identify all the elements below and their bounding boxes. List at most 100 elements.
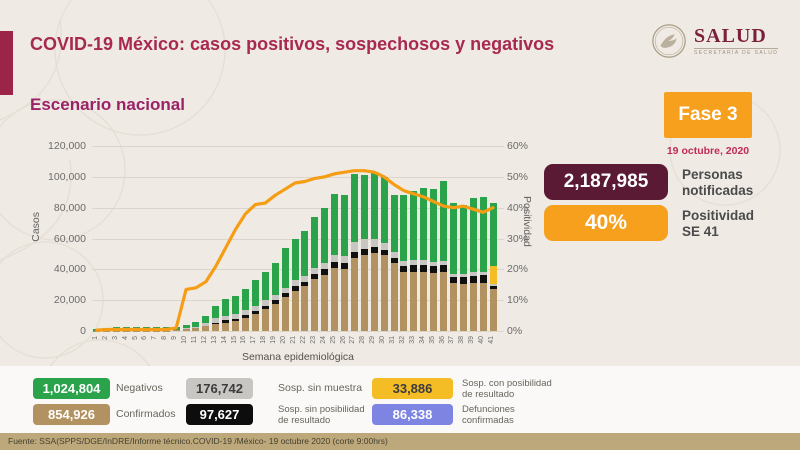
salud-logo-text: SALUD SECRETARÍA DE SALUD — [694, 26, 779, 56]
bar-segment-confirmados — [489, 289, 497, 331]
legend-value-negativos: 1,024,804 — [33, 378, 110, 399]
bar-segment-confirmados — [311, 278, 319, 331]
bar-segment-negativos — [360, 175, 368, 240]
bar-segment-negativos — [241, 289, 249, 311]
bar-segment-negativos — [390, 195, 398, 252]
stacked-bar-week-17 — [251, 146, 259, 331]
x-axis-tick-label: 13 — [210, 336, 218, 344]
y2-axis-tick-label: 20% — [507, 263, 529, 276]
x-axis-tick-label: 10 — [181, 336, 189, 344]
bar-segment-confirmados — [241, 317, 249, 331]
stacked-bar-week-24 — [321, 146, 329, 331]
bar-segment-negativos — [232, 296, 240, 315]
bar-segment-negativos — [459, 204, 467, 274]
stacked-bar-week-34 — [420, 146, 428, 331]
x-axis-tick-label: 6 — [141, 336, 149, 340]
bar-segment-sosp-sin-muestra — [410, 260, 418, 265]
salud-logo: SALUD SECRETARÍA DE SALUD — [650, 22, 779, 60]
bar-segment-negativos — [420, 187, 428, 261]
positivity-line — [95, 169, 495, 332]
bar-segment-negativos — [311, 216, 319, 268]
bar-segment-confirmados — [350, 257, 358, 331]
bar-segment-confirmados — [410, 271, 418, 331]
bar-segment-negativos — [341, 195, 348, 257]
bar-segment-sosp-sin-muestra — [400, 260, 408, 266]
positividad-label: Positividad SE 41 — [682, 208, 755, 239]
bar-segment-sosp-sin-muestra — [192, 326, 200, 328]
bar-segment-sosp-sin-posibilidad — [281, 293, 289, 298]
y2-axis-tick-label: 40% — [507, 201, 529, 214]
bar-segment-negativos — [271, 263, 279, 295]
bar-segment-sosp-sin-muestra — [440, 260, 448, 265]
bar-segment-sosp-sin-muestra — [261, 300, 269, 306]
bar-segment-confirmados — [469, 283, 477, 331]
bar-segment-confirmados — [440, 272, 448, 331]
x-axis-tick-label: 5 — [131, 336, 139, 340]
stacked-bar-week-33 — [410, 146, 418, 331]
bar-segment-confirmados — [430, 273, 438, 331]
y-axis-tick-label: 40,000 — [53, 263, 86, 276]
stacked-bar-week-40 — [479, 146, 487, 331]
x-axis-tick-label: 23 — [309, 336, 317, 344]
x-axis-tick-label: 32 — [398, 336, 406, 344]
stacked-bar-week-18 — [261, 146, 269, 331]
title-accent-bar — [0, 31, 13, 95]
gridline — [92, 207, 504, 209]
x-axis-tick-label: 29 — [369, 336, 377, 344]
bar-segment-sosp-sin-posibilidad — [440, 264, 448, 273]
bar-segment-sosp-sin-posibilidad — [202, 325, 210, 327]
x-axis-tick-label: 39 — [468, 336, 476, 344]
stacked-bar-week-28 — [360, 146, 368, 331]
bar-segment-confirmados — [251, 314, 259, 331]
x-axis-tick-label: 7 — [151, 336, 159, 340]
y-axis-tick-label: 120,000 — [48, 140, 86, 152]
x-axis-tick-label: 35 — [428, 336, 436, 344]
bar-segment-confirmados — [321, 274, 329, 331]
bar-segment-negativos — [251, 280, 259, 306]
bar-segment-sosp-sin-muestra — [202, 323, 210, 326]
stacked-bar-week-23 — [311, 146, 319, 331]
x-axis-tick-label: 37 — [448, 336, 456, 344]
bar-segment-confirmados — [281, 297, 289, 331]
x-axis-tick-label: 31 — [389, 336, 397, 344]
stacked-bar-week-11 — [192, 146, 200, 331]
x-axis-tick-label: 33 — [408, 336, 416, 344]
bar-segment-negativos — [350, 173, 358, 243]
bar-segment-confirmados — [449, 283, 457, 331]
legend-value-sosp-sin-posibilidad: 97,627 — [186, 404, 253, 425]
bar-segment-negativos — [370, 172, 378, 240]
legend-value-confirmados: 854,926 — [33, 404, 110, 425]
y-axis-tick-label: 100,000 — [48, 170, 86, 183]
stacked-bar-week-10 — [182, 146, 190, 331]
x-axis-tick-label: 36 — [438, 336, 446, 344]
bar-segment-sosp-sin-muestra — [241, 310, 249, 315]
bar-segment-confirmados — [370, 253, 378, 331]
stacked-bar-week-36 — [440, 146, 448, 331]
stacked-bar-week-30 — [380, 146, 388, 331]
x-axis-tick-label: 16 — [240, 336, 248, 344]
bar-segment-sosp-sin-posibilidad — [241, 314, 249, 318]
bar-segment-sosp-sin-posibilidad — [301, 281, 309, 287]
bar-segment-sosp-sin-muestra — [321, 263, 329, 270]
bar-segment-sosp-sin-posibilidad — [360, 248, 368, 255]
bar-segment-confirmados — [192, 328, 200, 331]
bar-segment-negativos — [331, 193, 339, 256]
bar-segment-sosp-sin-posibilidad — [341, 263, 348, 269]
bar-segment-negativos — [301, 230, 309, 276]
bar-segment-sosp-sin-posibilidad — [331, 262, 339, 268]
bar-segment-confirmados — [271, 304, 279, 331]
x-axis-tick-label: 3 — [111, 336, 119, 340]
stacked-bar-week-39 — [469, 146, 477, 331]
bar-segment-confirmados — [400, 271, 408, 331]
y2-axis-tick-label: 10% — [507, 294, 529, 307]
y2-axis-tick-label: 60% — [507, 140, 529, 152]
phase-badge: Fase 3 — [664, 92, 752, 138]
x-axis-tick-label: 14 — [220, 336, 228, 344]
stacked-bar-week-26 — [341, 146, 348, 331]
bar-segment-negativos — [469, 198, 477, 273]
x-axis-tick-label: 4 — [121, 336, 129, 340]
bar-segment-sosp-sin-posibilidad — [251, 310, 259, 315]
stacked-bar-week-32 — [400, 146, 408, 331]
stacked-bar-week-20 — [281, 146, 289, 331]
